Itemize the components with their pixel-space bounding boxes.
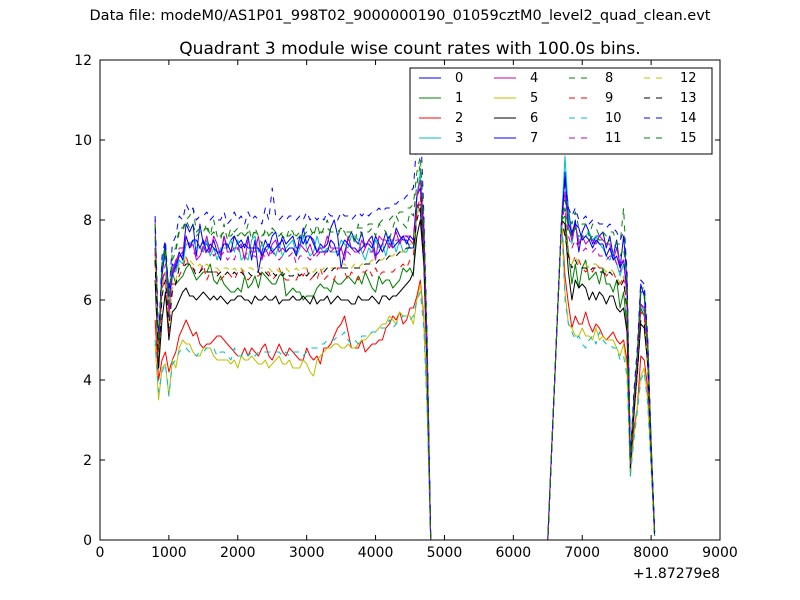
x-tick-label: 1000 <box>151 545 187 561</box>
legend-label-15: 15 <box>680 131 697 146</box>
legend-box <box>409 67 713 155</box>
series-3-line <box>154 155 656 540</box>
legend-label-6: 6 <box>530 111 538 126</box>
x-tick-label: 7000 <box>564 545 600 561</box>
legend-label-10: 10 <box>605 111 622 126</box>
legend-label-2: 2 <box>455 111 463 126</box>
legend-label-13: 13 <box>680 91 697 106</box>
y-tick-label: 8 <box>83 213 92 229</box>
series-4-line <box>154 179 656 540</box>
x-tick-label: 3000 <box>289 545 325 561</box>
y-tick-label: 6 <box>83 293 92 309</box>
y-tick-label: 12 <box>74 53 92 69</box>
legend-label-9: 9 <box>605 91 613 106</box>
legend-label-3: 3 <box>455 131 463 146</box>
legend-label-12: 12 <box>680 71 697 86</box>
y-tick-label: 10 <box>74 133 92 149</box>
legend-label-0: 0 <box>455 71 463 86</box>
x-offset-label: +1.87279e8 <box>633 566 720 582</box>
legend-label-1: 1 <box>455 91 463 106</box>
chart-title: Quadrant 3 module wise count rates with … <box>179 39 640 59</box>
x-tick-label: 8000 <box>633 545 669 561</box>
legend-label-4: 4 <box>530 71 538 86</box>
series-7-line <box>154 175 656 540</box>
legend-label-11: 11 <box>605 131 622 146</box>
legend-label-7: 7 <box>530 131 538 146</box>
series-6-line <box>154 219 656 540</box>
x-tick-label: 6000 <box>496 545 532 561</box>
x-tick-label: 5000 <box>427 545 463 561</box>
series-0-line <box>154 171 656 540</box>
figure-suptitle: Data file: modeM0/AS1P01_998T02_90000001… <box>89 8 711 24</box>
series-layer <box>154 119 656 540</box>
legend-label-8: 8 <box>605 71 613 86</box>
series-10-line <box>154 219 656 540</box>
x-tick-label: 2000 <box>220 545 256 561</box>
legend-label-5: 5 <box>530 91 538 106</box>
x-tick-label: 4000 <box>358 545 394 561</box>
y-tick-label: 4 <box>83 373 92 389</box>
y-tick-label: 0 <box>83 533 92 549</box>
series-13-line <box>154 207 656 540</box>
series-11-line <box>154 187 656 540</box>
series-2-line <box>154 219 656 540</box>
series-12-line <box>154 203 656 540</box>
series-1-line <box>154 203 656 540</box>
x-tick-label: 9000 <box>702 545 738 561</box>
x-axis: 0 1000 2000 3000 4000 5000 6000 7000 8000 9000 <box>96 60 738 561</box>
x-tick-label: 0 <box>96 545 105 561</box>
series-9-line <box>154 195 656 540</box>
legend-label-14: 14 <box>680 111 697 126</box>
series-5-line <box>154 219 656 540</box>
series-14-line <box>154 119 656 540</box>
series-15-line <box>154 155 656 540</box>
y-tick-label: 2 <box>83 453 92 469</box>
